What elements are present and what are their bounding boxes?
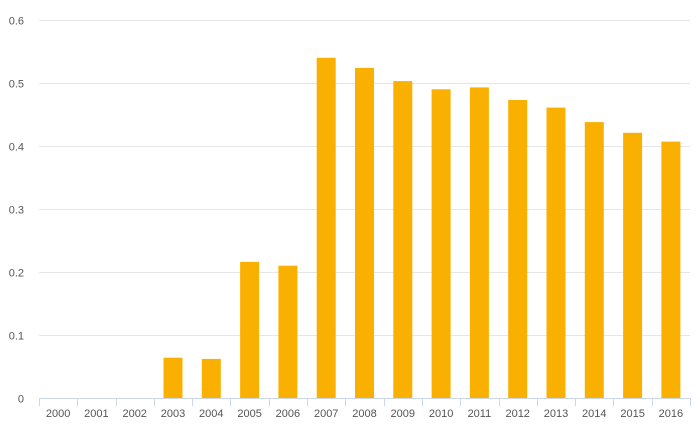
x-tick-label: 2012	[505, 408, 529, 420]
y-tick-label: 0.4	[9, 142, 24, 154]
y-tick-label: 0.1	[9, 331, 24, 343]
bars	[163, 57, 681, 399]
x-tick-label: 2002	[122, 408, 146, 420]
x-tick-label: 2006	[276, 408, 300, 420]
x-tick-label: 2008	[352, 408, 376, 420]
x-tick-label: 2015	[620, 408, 644, 420]
x-axis	[39, 398, 691, 406]
bar	[508, 100, 528, 398]
x-axis-tick-labels: 2000 2001 2002 2003 2004 2005 2006 2007 2008 2009…	[46, 408, 683, 420]
bar	[355, 67, 374, 399]
bar	[240, 261, 260, 398]
x-tick-label: 2009	[391, 408, 415, 420]
bar	[431, 89, 451, 399]
x-tick-label: 2014	[582, 408, 606, 420]
y-tick-label: 0.2	[9, 268, 24, 280]
y-tick-label: 0.6	[9, 16, 24, 28]
bar	[201, 358, 221, 398]
y-tick-label: 0.5	[9, 79, 24, 91]
bar	[661, 141, 681, 398]
x-tick-label: 2013	[544, 408, 568, 420]
x-tick-label: 2001	[84, 408, 108, 420]
y-tick-label: 0	[18, 394, 24, 406]
bar	[393, 81, 413, 398]
bar	[316, 57, 336, 399]
bar	[469, 87, 489, 399]
bar	[584, 122, 604, 398]
y-axis-tick-labels: 0 0.1 0.2 0.3 0.4 0.5 0.6	[9, 16, 24, 406]
x-tick-label: 2000	[46, 408, 70, 420]
x-tick-label: 2003	[161, 408, 185, 420]
x-tick-label: 2004	[199, 408, 223, 420]
bar	[623, 132, 643, 399]
y-tick-label: 0.3	[9, 205, 24, 217]
bar	[163, 357, 183, 398]
x-tick-label: 2005	[237, 408, 261, 420]
x-tick-label: 2011	[468, 408, 492, 420]
x-tick-label: 2016	[659, 408, 683, 420]
x-tick-label: 2007	[314, 408, 338, 420]
bar	[278, 265, 298, 398]
x-tick-label: 2010	[429, 408, 453, 420]
bar	[546, 107, 566, 398]
